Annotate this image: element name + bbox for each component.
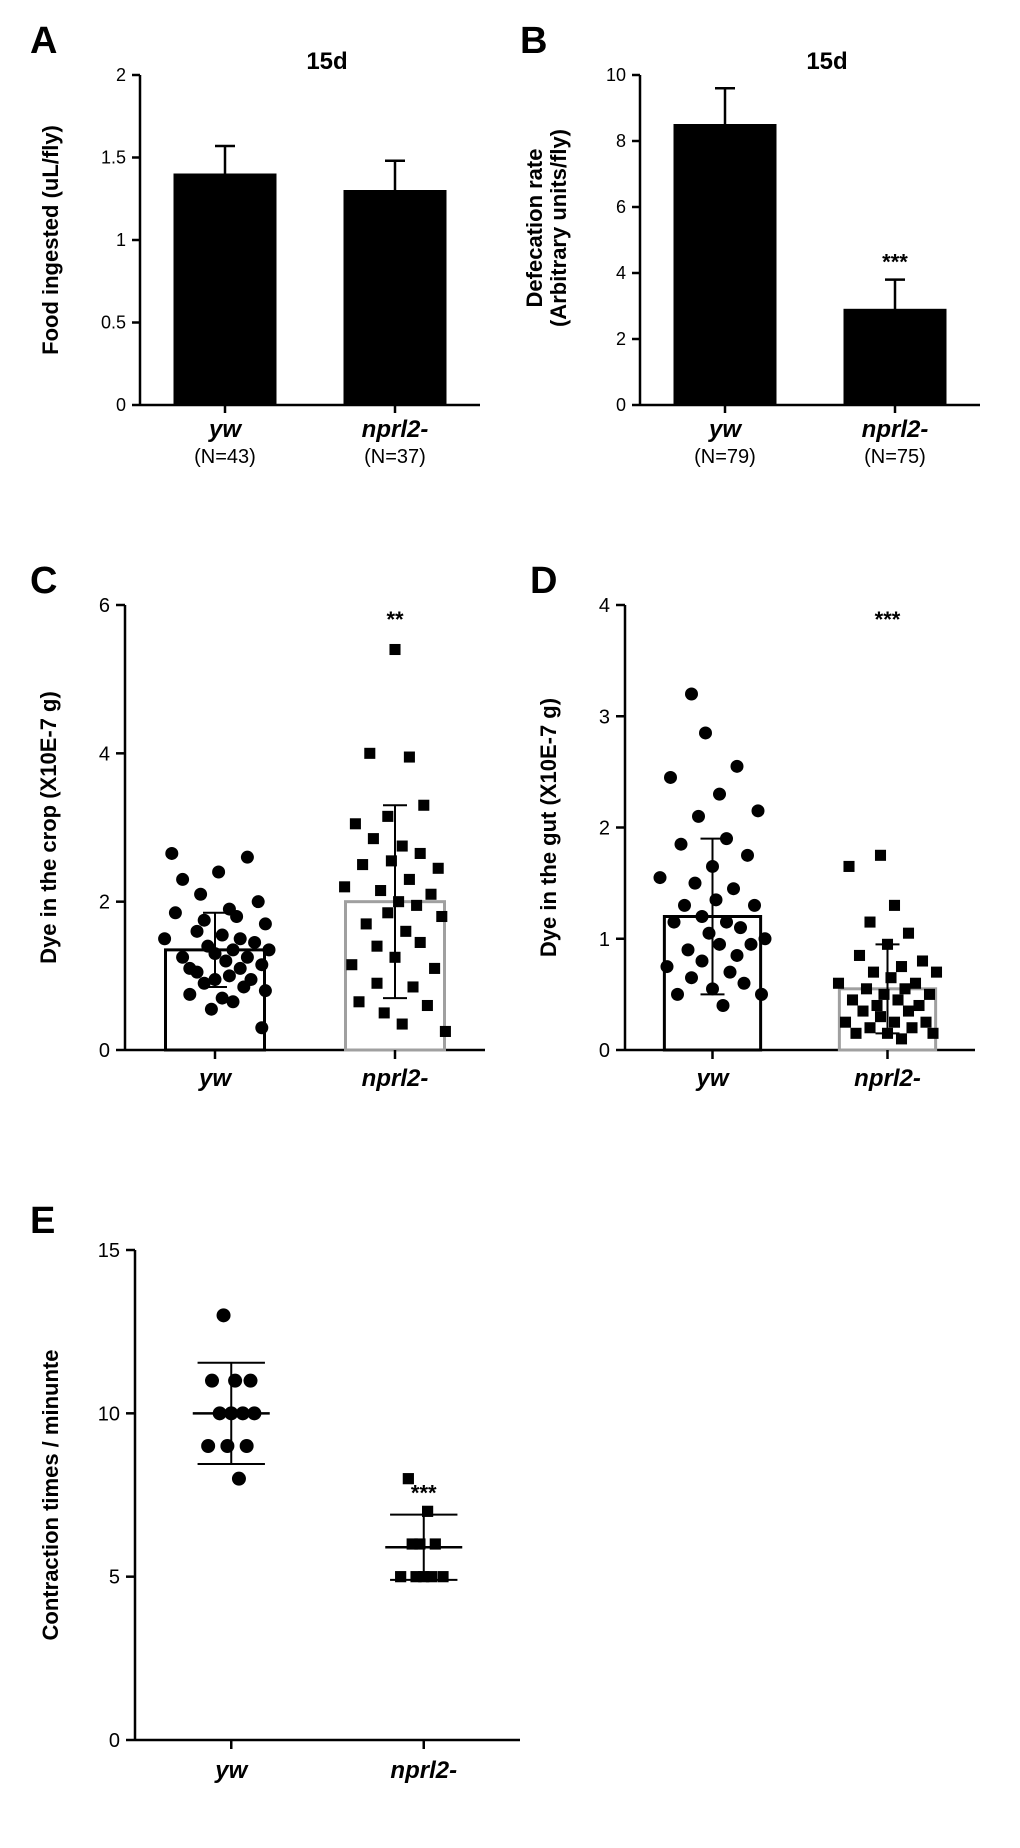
svg-text:0: 0	[99, 1040, 110, 1062]
svg-text:Dye in the crop (X10E-7 g): Dye in the crop (X10E-7 g)	[36, 691, 61, 964]
svg-text:10: 10	[606, 65, 626, 85]
panel-e: E 0 5 10 15 Contraction times / minunte yw npr…	[30, 1200, 550, 1820]
figure: A 0 0.5 1 1.5 2 15d Food ingested (uL/fly) yw (N…	[0, 0, 1020, 1848]
svg-text:yw: yw	[208, 416, 242, 443]
panel-b-label: B	[520, 20, 547, 63]
svg-text:2: 2	[99, 892, 110, 914]
svg-text:15d: 15d	[306, 48, 347, 75]
svg-text:nprl2-: nprl2-	[390, 1757, 457, 1784]
chart-b: 0 2 4 6 8 10 15d Defecation rate(Arbitrary unit…	[520, 20, 1000, 500]
svg-text:(N=75): (N=75)	[864, 446, 926, 468]
svg-text:15d: 15d	[806, 48, 847, 75]
svg-text:0: 0	[116, 395, 126, 415]
chart-d: 0 1 2 3 4 Dye in the gut (X10E-7 g) yw nprl2- **…	[530, 560, 1000, 1120]
svg-text:4: 4	[99, 743, 110, 765]
svg-text:***: ***	[882, 250, 908, 275]
chart-c: 0 2 4 6 Dye in the crop (X10E-7 g) yw nprl2- **	[30, 560, 510, 1120]
svg-text:5: 5	[109, 1567, 120, 1589]
panel-d-label: D	[530, 560, 557, 603]
svg-text:(N=37): (N=37)	[364, 446, 426, 468]
svg-text:(N=79): (N=79)	[694, 446, 756, 468]
svg-text:nprl2-: nprl2-	[362, 416, 429, 443]
svg-text:10: 10	[98, 1403, 120, 1425]
panel-c-label: C	[30, 560, 57, 603]
svg-text:**: **	[386, 607, 404, 632]
svg-text:6: 6	[99, 595, 110, 617]
panel-a-label: A	[30, 20, 57, 63]
svg-text:(N=43): (N=43)	[194, 446, 256, 468]
svg-text:2: 2	[116, 65, 126, 85]
panel-b: B 0 2 4 6 8 10 15d Defecation rate(Arbitrary un…	[520, 20, 1000, 500]
svg-text:4: 4	[599, 595, 610, 617]
svg-text:nprl2-: nprl2-	[862, 416, 929, 443]
svg-text:yw: yw	[695, 1065, 729, 1092]
svg-text:yw: yw	[198, 1065, 232, 1092]
svg-text:3: 3	[599, 706, 610, 728]
svg-text:Dye in the gut (X10E-7 g): Dye in the gut (X10E-7 g)	[536, 698, 561, 957]
panel-c: C 0 2 4 6 Dye in the crop (X10E-7 g) yw nprl2-…	[30, 560, 510, 1120]
svg-text:nprl2-: nprl2-	[854, 1065, 921, 1092]
svg-text:0: 0	[109, 1730, 120, 1752]
svg-text:1: 1	[599, 929, 610, 951]
svg-text:2: 2	[616, 329, 626, 349]
svg-text:1.5: 1.5	[101, 148, 126, 168]
panel-d: D 0 1 2 3 4 Dye in the gut (X10E-7 g) yw nprl2-…	[530, 560, 1000, 1120]
svg-text:yw: yw	[708, 416, 742, 443]
svg-text:Food ingested (uL/fly): Food ingested (uL/fly)	[38, 125, 63, 355]
svg-text:yw: yw	[214, 1757, 248, 1784]
svg-text:4: 4	[616, 263, 626, 283]
svg-text:1: 1	[116, 230, 126, 250]
svg-text:nprl2-: nprl2-	[362, 1065, 429, 1092]
panel-e-label: E	[30, 1200, 55, 1243]
svg-text:8: 8	[616, 131, 626, 151]
svg-text:0.5: 0.5	[101, 313, 126, 333]
svg-text:Contraction times / minunte: Contraction times / minunte	[38, 1350, 63, 1641]
panel-a: A 0 0.5 1 1.5 2 15d Food ingested (uL/fly) yw (N…	[30, 20, 500, 500]
svg-text:0: 0	[616, 395, 626, 415]
svg-text:6: 6	[616, 197, 626, 217]
svg-text:***: ***	[411, 1481, 437, 1506]
svg-text:0: 0	[599, 1040, 610, 1062]
svg-text:15: 15	[98, 1240, 120, 1262]
svg-text:Defecation rate: Defecation rate	[522, 149, 547, 308]
svg-text:(Arbitrary units/fly): (Arbitrary units/fly)	[546, 129, 571, 327]
chart-a: 0 0.5 1 1.5 2 15d Food ingested (uL/fly) yw (N=4…	[30, 20, 500, 500]
chart-e: 0 5 10 15 Contraction times / minunte yw nprl2…	[30, 1200, 550, 1820]
svg-text:2: 2	[599, 818, 610, 840]
svg-text:***: ***	[875, 607, 901, 632]
